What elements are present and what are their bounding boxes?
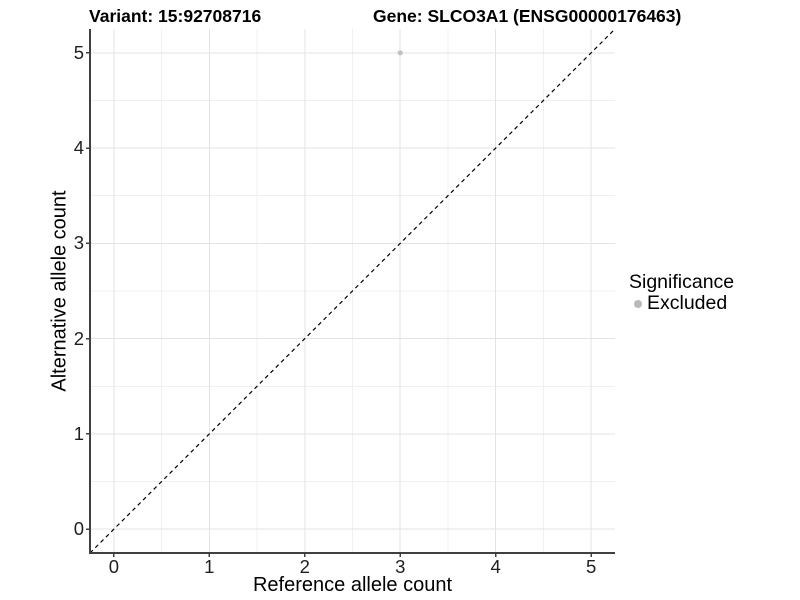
x-tick-label: 2 <box>299 556 310 577</box>
y-axis-title: Alternative allele count <box>48 190 71 392</box>
x-tick-label: 3 <box>395 556 406 577</box>
plot-panel <box>86 29 616 557</box>
x-tick-label: 5 <box>585 556 597 577</box>
legend-item-label: Excluded <box>647 292 728 314</box>
identity-line <box>89 29 616 554</box>
y-tick-label: 4 <box>73 137 84 159</box>
y-tick-label: 1 <box>73 422 84 444</box>
legend-item: Excluded <box>634 292 727 315</box>
plot-title-gene: Gene: SLCO3A1 (ENSG00000176463) <box>373 6 682 26</box>
x-tick-label: 4 <box>490 556 501 577</box>
y-tick-label: 5 <box>73 41 84 63</box>
x-tick-label: 0 <box>108 556 120 577</box>
x-axis-title: Reference allele count <box>252 574 452 596</box>
y-tick-label: 0 <box>73 518 84 540</box>
legend-excluded-dot-icon <box>634 299 642 308</box>
y-tick-label: 3 <box>73 232 84 254</box>
x-tick-label: 1 <box>204 556 215 577</box>
legend-title: Significance <box>629 271 735 293</box>
plot-title-variant: Variant: 15:92708716 <box>89 6 262 26</box>
data-point <box>397 50 403 56</box>
y-tick-label: 2 <box>73 327 84 349</box>
